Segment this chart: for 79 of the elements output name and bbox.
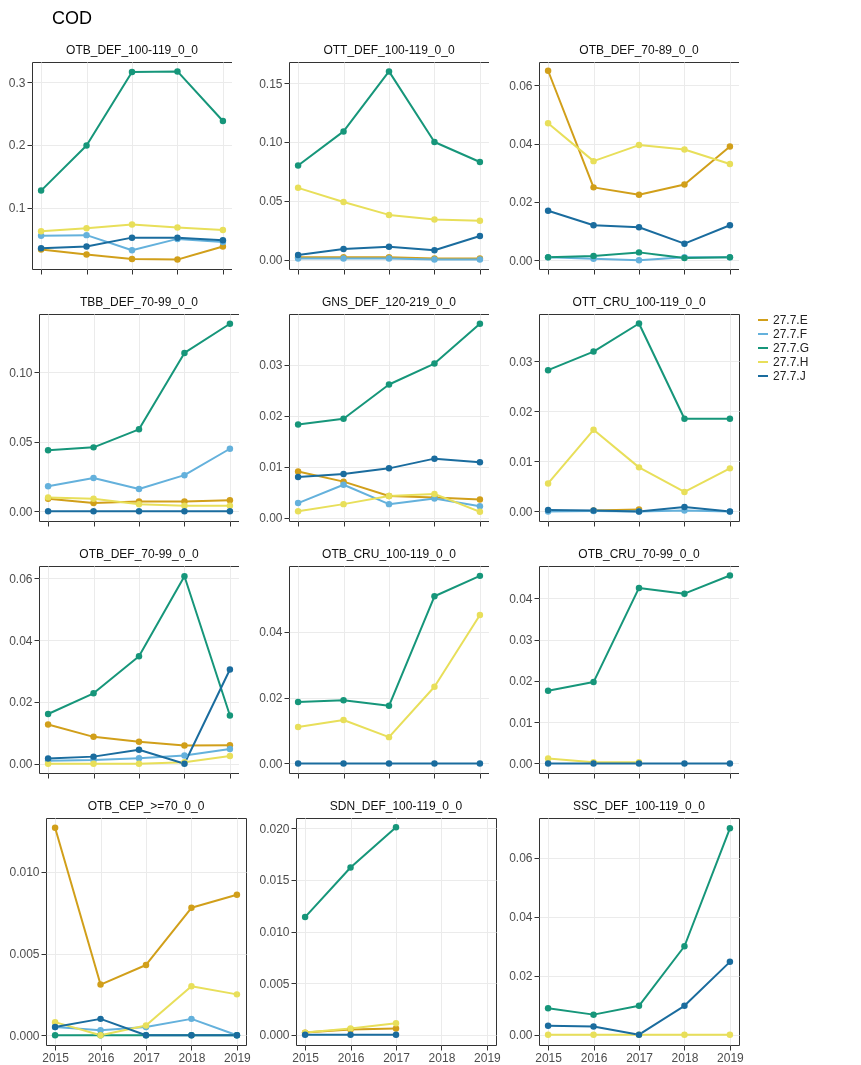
y-tick-label: 0.005	[9, 947, 40, 962]
chart-title: TBB_DEF_70-99_0_0	[79, 295, 199, 309]
y-tick-label: 0.06	[509, 851, 533, 866]
y-tick-label: 0.04	[259, 625, 283, 640]
chart-title: OTT_CRU_100-119_0_0	[572, 295, 706, 309]
chart-title: OTB_CRU_70-99_0_0	[578, 547, 701, 561]
legend-label: 27.7.F	[773, 327, 808, 341]
y-tick-label: 0.03	[509, 354, 533, 369]
y-tick-label: 0.02	[259, 409, 283, 424]
chart-title: OTB_CEP_>=70_0_0	[87, 799, 205, 813]
y-tick-label: 0.005	[259, 976, 290, 991]
y-tick-label: 0.010	[9, 865, 40, 880]
x-tick-label: 2018	[671, 1050, 699, 1065]
y-tick-label: 0.04	[509, 910, 533, 925]
y-tick-label: 0.00	[509, 253, 533, 268]
y-tick-label: 0.01	[259, 460, 283, 475]
y-tick-label: 0.2	[8, 138, 26, 153]
y-tick-label: 0.05	[9, 435, 33, 450]
legend-label: 27.7.J	[773, 369, 806, 383]
y-tick-label: 0.01	[509, 454, 533, 469]
y-tick-label: 0.02	[509, 969, 533, 984]
x-tick-label: 2019	[717, 1050, 745, 1065]
y-tick-label: 0.015	[259, 873, 290, 888]
y-tick-label: 0.020	[259, 821, 290, 836]
y-tick-label: 0.00	[9, 504, 33, 519]
y-tick-label: 0.06	[509, 78, 533, 93]
chart-title: OTT_DEF_100-119_0_0	[323, 43, 455, 57]
x-tick-label: 2019	[474, 1050, 502, 1065]
y-tick-label: 0.04	[9, 633, 33, 648]
x-tick-label: 2017	[383, 1050, 411, 1065]
y-tick-label: 0.00	[259, 756, 283, 771]
y-tick-label: 0.10	[9, 365, 33, 380]
y-tick-label: 0.02	[509, 195, 533, 210]
x-tick-label: 2016	[87, 1050, 115, 1065]
y-tick-label: 0.01	[509, 715, 533, 730]
y-tick-label: 0.00	[509, 1028, 533, 1043]
y-tick-label: 0.06	[9, 571, 33, 586]
chart-title: OTB_DEF_100-119_0_0	[66, 43, 199, 57]
x-tick-label: 2015	[292, 1050, 320, 1065]
y-tick-label: 0.1	[8, 201, 26, 216]
y-tick-label: 0.00	[509, 504, 533, 519]
x-tick-label: 2016	[337, 1050, 365, 1065]
legend-label: 27.7.G	[773, 341, 810, 355]
y-tick-label: 0.10	[259, 135, 283, 150]
x-tick-label: 2015	[42, 1050, 70, 1065]
chart-title: GNS_DEF_120-219_0_0	[321, 295, 457, 309]
x-tick-label: 2018	[178, 1050, 206, 1065]
y-tick-label: 0.04	[509, 137, 533, 152]
x-tick-label: 2018	[428, 1050, 456, 1065]
x-tick-label: 2017	[133, 1050, 161, 1065]
chart-title: SDN_DEF_100-119_0_0	[329, 799, 463, 813]
x-tick-label: 2016	[580, 1050, 608, 1065]
y-tick-label: 0.02	[509, 404, 533, 419]
chart-title: SSC_DEF_100-119_0_0	[573, 799, 706, 813]
y-tick-label: 0.03	[259, 358, 283, 373]
y-tick-label: 0.00	[259, 253, 283, 268]
chart-title: OTB_CRU_100-119_0_0	[322, 547, 457, 561]
y-tick-label: 0.00	[259, 511, 283, 526]
y-tick-label: 0.00	[509, 757, 533, 771]
y-tick-label: 0.05	[259, 194, 283, 209]
y-tick-label: 0.000	[9, 1028, 40, 1043]
y-tick-label: 0.3	[8, 75, 26, 90]
legend-label: 27.7.H	[773, 355, 809, 369]
x-tick-label: 2015	[535, 1050, 563, 1065]
y-tick-label: 0.02	[509, 674, 533, 689]
legend-label: 27.7.E	[773, 313, 808, 327]
x-tick-label: 2017	[626, 1050, 654, 1065]
y-tick-label: 0.03	[509, 633, 533, 648]
x-tick-label: 2019	[224, 1050, 252, 1065]
y-tick-label: 0.010	[259, 925, 290, 939]
chart-title: OTB_DEF_70-99_0_0	[79, 547, 200, 561]
text: COD	[52, 8, 92, 29]
y-tick-label: 0.02	[259, 691, 283, 706]
y-tick-label: 0.000	[259, 1028, 290, 1043]
chart-title: OTB_DEF_70-89_0_0	[579, 43, 700, 57]
y-tick-label: 0.15	[259, 76, 283, 91]
y-tick-label: 0.00	[9, 757, 33, 772]
y-tick-label: 0.02	[9, 695, 33, 710]
y-tick-label: 0.04	[509, 591, 533, 606]
